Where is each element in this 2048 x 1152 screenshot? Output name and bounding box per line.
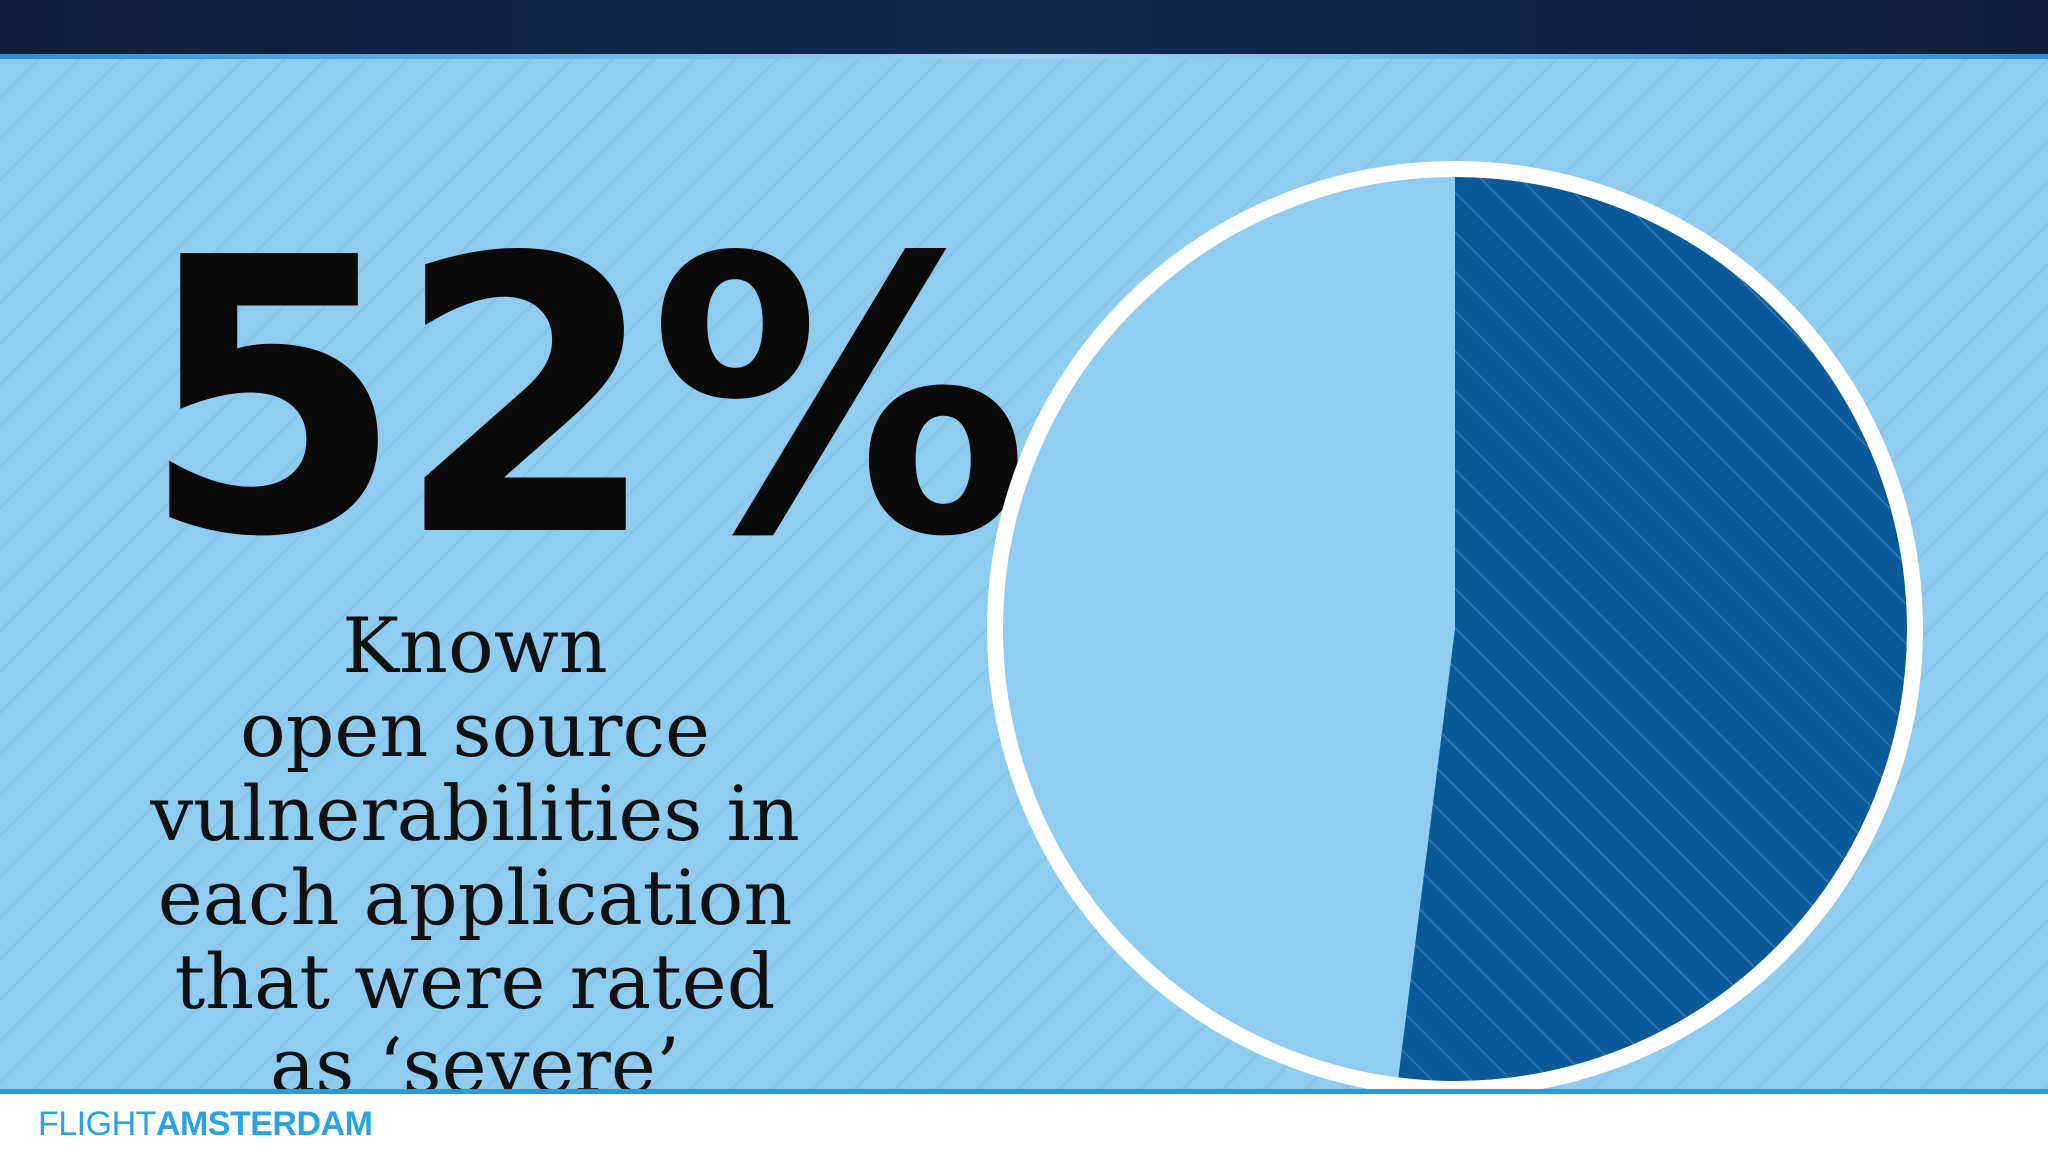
caption-line: vulnerabilities in [150,769,800,858]
caption-line: Known [342,601,608,690]
bottom-accent-line [0,1089,2048,1094]
brand-logo-light: FLIGHT [38,1105,156,1143]
caption-line: as ‘severe’ [270,1021,680,1090]
caption-line: each application [157,853,793,942]
caption-line: open source [239,685,711,774]
headline-stat: 52% [140,177,1030,620]
stat-caption: Known open source vulnerabilities in eac… [80,601,870,1090]
content-panel: 52% Known open source vulnerabilities in… [0,59,2048,1089]
pie-slice-texture [1398,177,1907,1081]
top-banner [0,0,2048,56]
pie-chart [987,161,1923,1089]
brand-logo: FLIGHTAMSTERDAM [38,1104,373,1144]
caption-line: that were rated [174,937,776,1026]
brand-logo-bold: AMSTERDAM [155,1105,373,1143]
top-accent-line [0,54,2048,59]
pie-outline [987,161,1923,1089]
